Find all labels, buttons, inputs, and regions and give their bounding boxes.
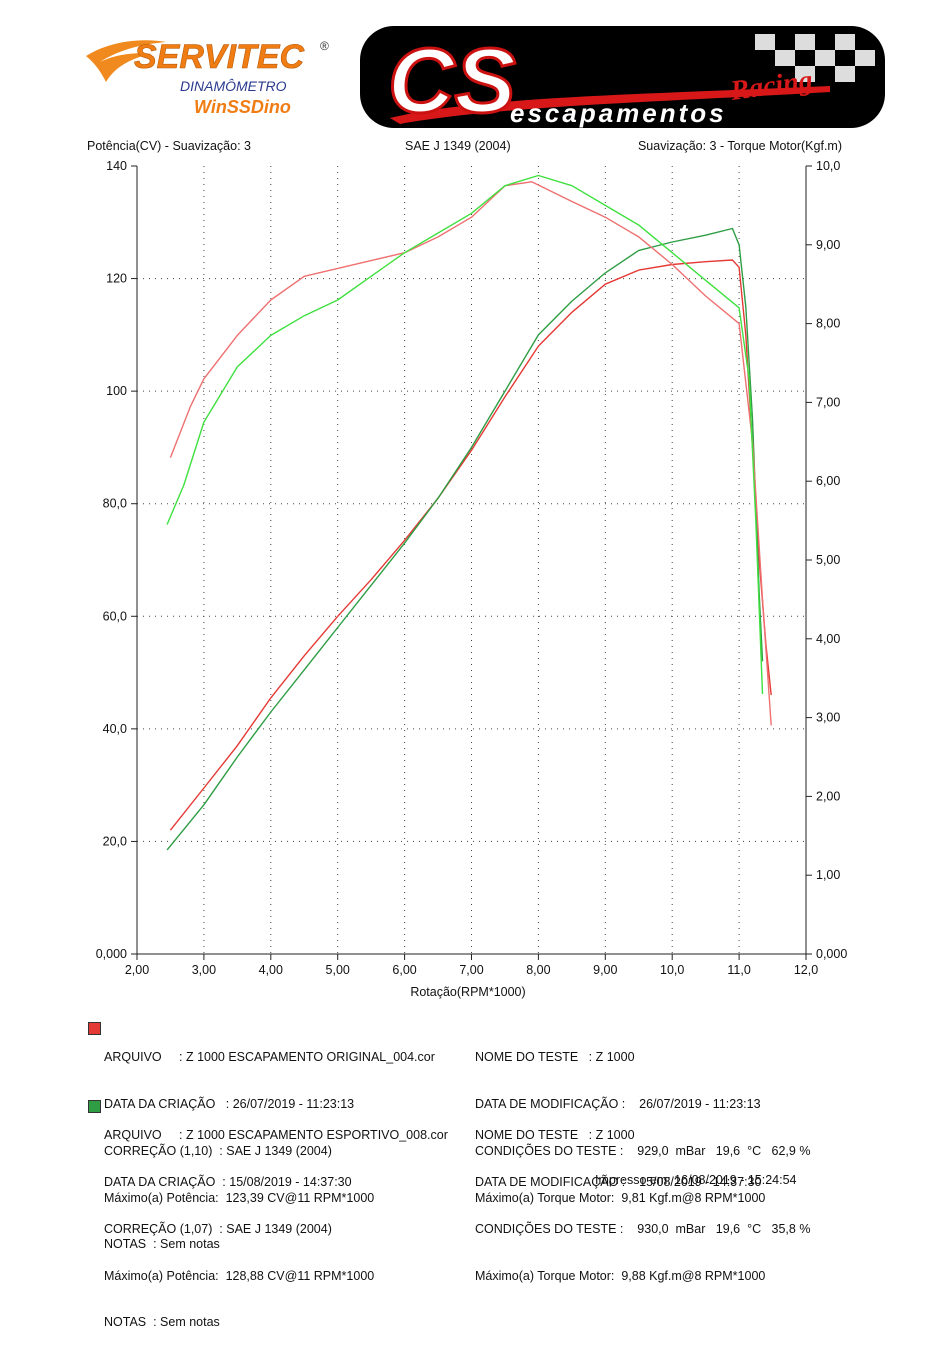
x-tick-label: 3,00	[192, 963, 216, 977]
y-right-tick-label: 10,0	[816, 159, 840, 173]
y-left-tick-label: 60,0	[103, 609, 127, 623]
y-right-tick-label: 0,000	[816, 947, 847, 961]
x-tick-label: 4,00	[259, 963, 283, 977]
run-correction: CORREÇÃO (1,07) : SAE J 1349 (2004)	[104, 1221, 332, 1236]
run-max-torque: Máximo(a) Torque Motor: 9,88 Kgf.m@8 RPM…	[475, 1268, 766, 1283]
run-conditions: CONDIÇÕES DO TESTE : 929,0 mBar 19,6 °C …	[475, 1143, 811, 1158]
y-right-tick-label: 8,00	[816, 317, 840, 331]
run-info-right: NOME DO TESTE : Z 1000 DATA DE MODIFICAÇ…	[475, 1019, 810, 1237]
printed-timestamp: Impresso em: 16/08/2019 - 15:24:54	[595, 1173, 797, 1187]
run-file: ARQUIVO : Z 1000 ESCAPAMENTO ORIGINAL_00…	[104, 1050, 435, 1065]
dyno-chart: 2,00 3,00 4,00 5,00 6,00 7,00 8,00 9,00 10,0 11,0…	[96, 159, 848, 999]
run-file: ARQUIVO : Z 1000 ESCAPAMENTO ESPORTIVO_0…	[104, 1128, 448, 1143]
series-line-power_esportivo	[166, 227, 764, 851]
right-axis-label: Suavização: 3 - Torque Motor(Kgf.m)	[637, 139, 842, 153]
servitec-sub1: DINAMÔMETRO	[180, 78, 287, 94]
run-max-power: Máximo(a) Potência: 128,88 CV@11 RPM*100…	[104, 1268, 375, 1283]
run-test-name: NOME DO TESTE : Z 1000	[475, 1050, 635, 1065]
series-line-power_original	[169, 259, 772, 831]
y-right-tick-label: 7,00	[816, 395, 840, 409]
cs-swoosh-icon	[390, 86, 830, 124]
y-left-tick-label: 20,0	[103, 834, 127, 848]
run-modified: DATA DE MODIFICAÇÃO : 26/07/2019 - 11:23…	[475, 1096, 761, 1111]
chart-axes	[136, 166, 807, 955]
run-max-torque: Máximo(a) Torque Motor: 9,81 Kgf.m@8 RPM…	[475, 1190, 766, 1205]
run-notes: NOTAS : Sem notas	[104, 1315, 220, 1330]
x-tick-label: 6,00	[392, 963, 416, 977]
checkered-flag-icon	[755, 34, 875, 82]
left-axis-label: Potência(CV) - Suavização: 3	[87, 139, 251, 153]
chart-ticks: 2,00 3,00 4,00 5,00 6,00 7,00 8,00 9,00 10,0 11,0…	[96, 159, 848, 977]
run-created: DATA DA CRIAÇÃO : 26/07/2019 - 11:23:13	[104, 1096, 355, 1111]
run-color-swatch	[88, 1022, 101, 1035]
servitec-sub2: WinSSDino	[194, 97, 291, 117]
y-left-tick-label: 80,0	[103, 497, 127, 511]
run-max-power: Máximo(a) Potência: 123,39 CV@11 RPM*100…	[104, 1190, 375, 1205]
y-left-tick-label: 40,0	[103, 722, 127, 736]
chart-grid	[137, 166, 806, 954]
x-tick-label: 12,0	[794, 963, 818, 977]
chart-title: SAE J 1349 (2004)	[405, 139, 511, 153]
cs-sub-text: escapamentos	[510, 98, 727, 128]
run-created: DATA DA CRIAÇÃO : 15/08/2019 - 14:37:30	[104, 1174, 352, 1189]
y-right-tick-label: 5,00	[816, 553, 840, 567]
x-tick-label: 10,0	[660, 963, 684, 977]
run-test-name: NOME DO TESTE : Z 1000	[475, 1128, 635, 1143]
run-correction: CORREÇÃO (1,10) : SAE J 1349 (2004)	[104, 1143, 332, 1158]
x-tick-label: 9,00	[593, 963, 617, 977]
y-right-tick-label: 9,00	[816, 238, 840, 252]
cs-racing-logo-art: CS Racing escapamentos	[387, 29, 875, 128]
y-left-tick-label: 100	[106, 384, 127, 398]
y-right-tick-label: 4,00	[816, 632, 840, 646]
x-tick-label: 8,00	[526, 963, 550, 977]
y-left-tick-label: 120	[106, 272, 127, 286]
run-info-right: NOME DO TESTE : Z 1000 DATA DE MODIFICAÇ…	[475, 1097, 810, 1315]
x-tick-label: 11,0	[727, 963, 750, 977]
run-modified: DATA DE MODIFICAÇÃO : 15/08/2019 - 14:37…	[475, 1174, 762, 1189]
y-right-tick-label: 3,00	[816, 711, 840, 725]
y-left-tick-label: 140	[106, 159, 127, 173]
run-conditions: CONDIÇÕES DO TESTE : 930,0 mBar 19,6 °C …	[475, 1221, 811, 1236]
servitec-swoosh-icon	[86, 40, 166, 82]
servitec-reg: ®	[320, 39, 329, 53]
y-right-tick-label: 2,00	[816, 789, 840, 803]
y-left-tick-label: 0,000	[96, 947, 127, 961]
servitec-brand: SERVITEC	[134, 38, 304, 76]
cs-racing-logo: CS Racing escapamentos	[360, 26, 885, 128]
y-right-tick-label: 1,00	[816, 868, 840, 882]
x-axis-label: Rotação(RPM*1000)	[410, 985, 525, 999]
x-tick-label: 5,00	[326, 963, 350, 977]
cs-brand: CS	[388, 30, 516, 128]
servitec-logo: SERVITEC ® DINAMÔMETRO WinSSDino	[86, 38, 329, 117]
series-line-torque_esportivo	[166, 174, 764, 695]
run-info-left: ARQUIVO : Z 1000 ESCAPAMENTO ESPORTIVO_0…	[104, 1097, 448, 1362]
chart-series	[166, 174, 772, 851]
x-tick-label: 7,00	[459, 963, 483, 977]
run-color-swatch	[88, 1100, 101, 1113]
series-line-torque_original	[169, 181, 772, 726]
y-right-tick-label: 6,00	[816, 474, 840, 488]
x-tick-label: 2,00	[125, 963, 149, 977]
